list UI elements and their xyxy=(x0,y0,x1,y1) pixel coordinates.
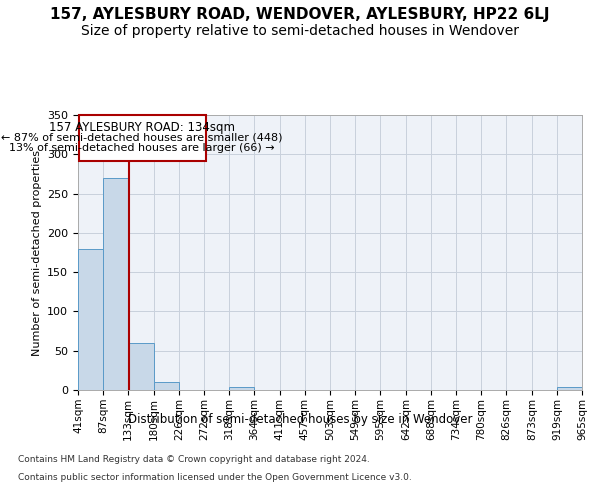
Bar xyxy=(128,343,154,390)
Bar xyxy=(557,387,582,390)
Bar xyxy=(79,115,206,160)
Text: Contains HM Land Registry data © Crown copyright and database right 2024.: Contains HM Land Registry data © Crown c… xyxy=(18,455,370,464)
Text: Size of property relative to semi-detached houses in Wendover: Size of property relative to semi-detach… xyxy=(81,24,519,38)
Bar xyxy=(78,248,103,390)
Text: 13% of semi-detached houses are larger (66) →: 13% of semi-detached houses are larger (… xyxy=(9,144,275,154)
Bar xyxy=(103,178,128,390)
Text: Contains public sector information licensed under the Open Government Licence v3: Contains public sector information licen… xyxy=(18,472,412,482)
Y-axis label: Number of semi-detached properties: Number of semi-detached properties xyxy=(32,150,41,356)
Text: ← 87% of semi-detached houses are smaller (448): ← 87% of semi-detached houses are smalle… xyxy=(1,132,283,142)
Text: Distribution of semi-detached houses by size in Wendover: Distribution of semi-detached houses by … xyxy=(128,412,472,426)
Bar xyxy=(154,382,179,390)
Bar xyxy=(229,387,254,390)
Text: 157, AYLESBURY ROAD, WENDOVER, AYLESBURY, HP22 6LJ: 157, AYLESBURY ROAD, WENDOVER, AYLESBURY… xyxy=(50,8,550,22)
Text: 157 AYLESBURY ROAD: 134sqm: 157 AYLESBURY ROAD: 134sqm xyxy=(49,122,235,134)
